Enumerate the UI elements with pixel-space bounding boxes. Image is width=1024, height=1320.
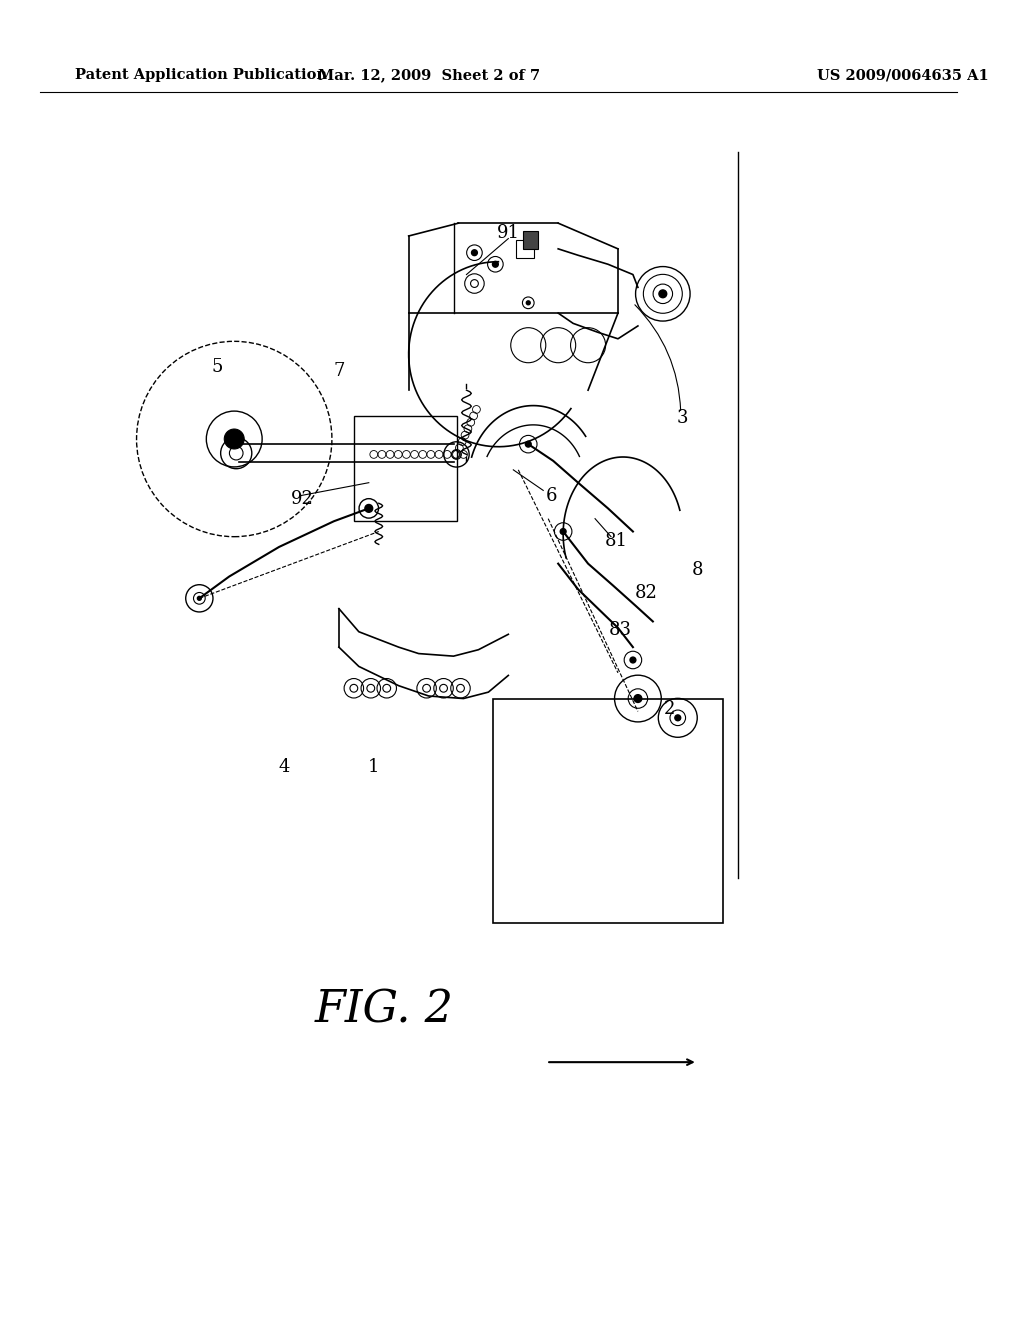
Circle shape xyxy=(675,715,681,721)
Text: 4: 4 xyxy=(279,758,290,776)
Text: 1: 1 xyxy=(368,758,380,776)
Circle shape xyxy=(198,597,202,601)
Text: 81: 81 xyxy=(604,532,628,549)
Circle shape xyxy=(471,249,477,256)
Circle shape xyxy=(658,290,667,298)
Bar xyxy=(494,698,723,924)
Bar xyxy=(523,231,539,249)
Circle shape xyxy=(493,261,499,267)
Text: FIG. 2: FIG. 2 xyxy=(314,987,454,1031)
Text: Patent Application Publication: Patent Application Publication xyxy=(75,69,327,82)
Text: Mar. 12, 2009  Sheet 2 of 7: Mar. 12, 2009 Sheet 2 of 7 xyxy=(317,69,540,82)
Circle shape xyxy=(365,504,373,512)
Bar xyxy=(354,416,457,521)
Bar xyxy=(516,240,534,257)
Circle shape xyxy=(525,441,531,447)
Circle shape xyxy=(224,429,244,449)
Text: 2: 2 xyxy=(665,700,676,718)
Text: 7: 7 xyxy=(333,362,345,380)
Text: 8: 8 xyxy=(692,561,703,579)
Text: 83: 83 xyxy=(608,622,632,639)
Text: 5: 5 xyxy=(212,358,223,376)
Text: 92: 92 xyxy=(291,491,313,508)
Circle shape xyxy=(630,657,636,663)
Text: US 2009/0064635 A1: US 2009/0064635 A1 xyxy=(817,69,989,82)
Text: 3: 3 xyxy=(677,409,688,428)
Text: 82: 82 xyxy=(635,585,657,602)
Text: 6: 6 xyxy=(546,487,557,504)
Circle shape xyxy=(526,301,530,305)
Circle shape xyxy=(560,528,566,535)
Circle shape xyxy=(634,694,642,702)
Text: 91: 91 xyxy=(497,224,520,243)
